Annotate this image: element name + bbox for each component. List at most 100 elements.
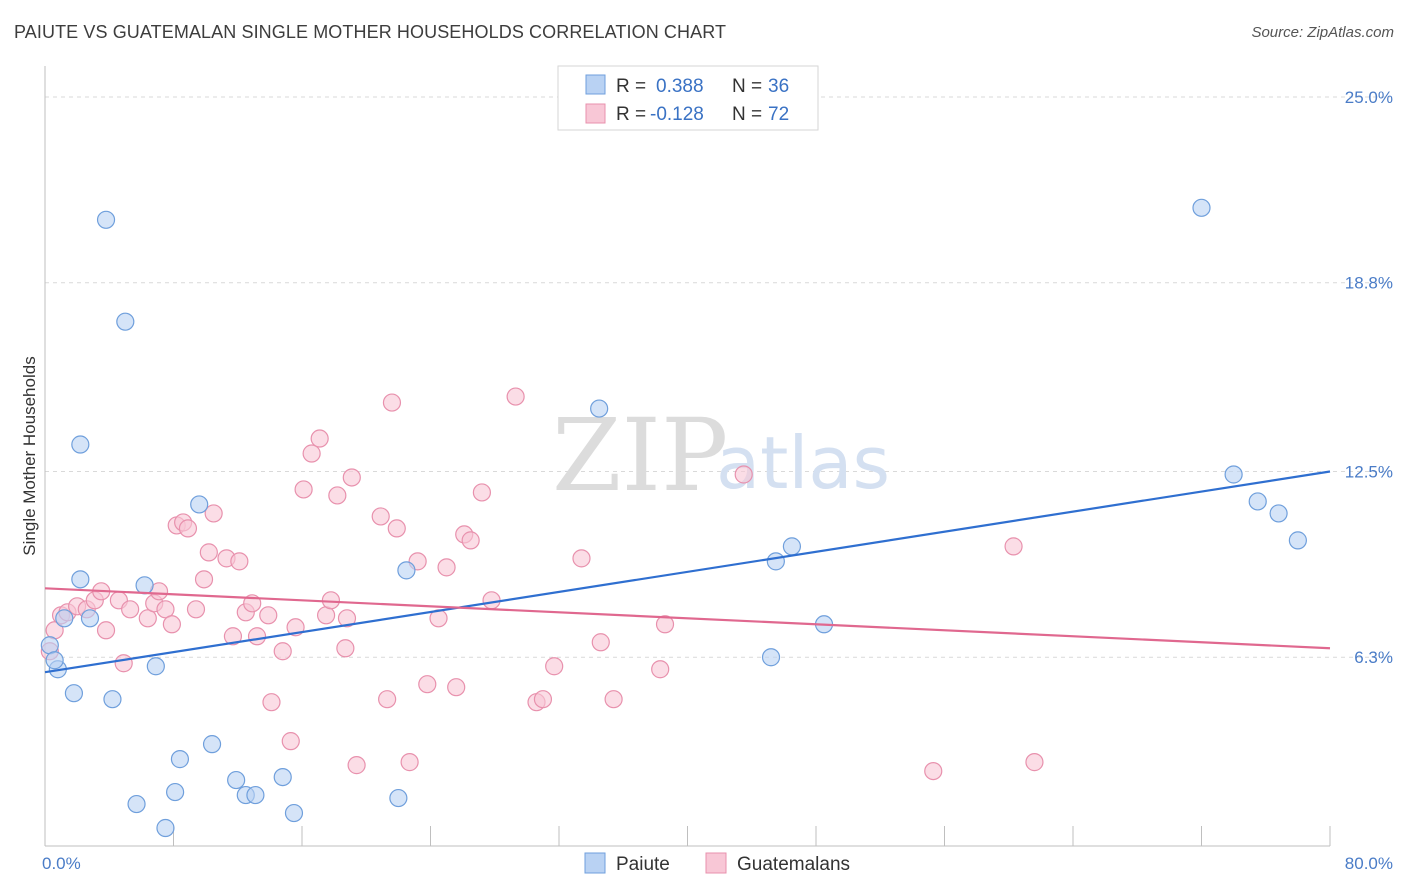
guatemalans-point xyxy=(178,519,198,538)
paiute-point xyxy=(1224,465,1243,484)
guatemalans-point xyxy=(273,642,292,661)
paiute-point xyxy=(116,312,135,331)
paiute-point xyxy=(389,788,408,808)
legend-swatch-guatemalans xyxy=(585,103,606,124)
paiute-point xyxy=(80,609,100,628)
guatemalans-point xyxy=(121,600,140,619)
watermark: ZIP atlas xyxy=(552,397,890,514)
paiute-point xyxy=(397,561,416,580)
y-tick-labels: 6.3% 12.5% 18.8% 25.0% xyxy=(1345,88,1393,667)
x-tick-label: 0.0% xyxy=(42,854,81,873)
legend-n-value: 36 xyxy=(768,76,789,97)
y-axis-title: Single Mother Households xyxy=(20,356,39,555)
guatemalans-point xyxy=(316,606,336,625)
guatemalans-point xyxy=(572,549,591,568)
paiute-point xyxy=(71,435,90,454)
paiute-point xyxy=(127,794,146,814)
chart-title: PAIUTE VS GUATEMALAN SINGLE MOTHER HOUSE… xyxy=(14,22,727,42)
watermark-atlas: atlas xyxy=(716,421,890,505)
guatemalans-point xyxy=(734,465,753,484)
guatemalans-point xyxy=(472,483,491,502)
guatemalans-point xyxy=(156,600,175,619)
paiute-point xyxy=(782,537,802,556)
legend-n-label: N = xyxy=(732,76,762,97)
guatemalans-point xyxy=(655,615,675,634)
guatemalans-point xyxy=(447,678,466,697)
legend-n-value: 72 xyxy=(768,104,789,125)
watermark-zip: ZIP xyxy=(552,397,728,514)
paiute-point xyxy=(766,552,785,571)
guatemalans-point xyxy=(387,519,406,538)
y-tick-label: 12.5% xyxy=(1345,462,1393,481)
legend-label-paiute: Paiute xyxy=(616,854,670,875)
paiute-point xyxy=(284,803,304,823)
guatemalans-point xyxy=(604,690,623,709)
y-tick-label: 6.3% xyxy=(1354,648,1393,667)
paiute-point xyxy=(227,770,246,790)
guatemalans-point xyxy=(461,531,480,550)
guatemalans-point xyxy=(591,633,610,652)
guatemalans-point xyxy=(371,507,390,526)
guatemalans-point xyxy=(328,486,347,505)
paiute-point xyxy=(103,690,122,709)
x-tick-label: 80.0% xyxy=(1345,854,1393,873)
paiute-point xyxy=(135,576,154,595)
guatemalans-point xyxy=(1004,537,1023,556)
guatemalans-point xyxy=(138,609,157,628)
guatemalans-point xyxy=(302,444,321,463)
guatemalans-point xyxy=(199,543,218,562)
legend-label-guatemalans: Guatemalans xyxy=(737,854,850,875)
paiute-point xyxy=(246,785,265,805)
guatemalans-point xyxy=(336,639,355,658)
paiute-point xyxy=(96,210,116,229)
guatemalans-point xyxy=(162,615,181,634)
legend-swatch-paiute xyxy=(584,852,606,874)
guatemalans-point xyxy=(186,600,206,619)
guatemalans-point xyxy=(342,468,361,487)
legend-r-label: R = xyxy=(616,76,646,97)
guatemalans-point xyxy=(262,693,281,712)
paiute-point xyxy=(1269,504,1288,523)
guatemalans-point xyxy=(223,627,243,646)
paiute-point xyxy=(273,767,292,787)
guatemalans-point xyxy=(1025,753,1044,772)
paiute-point xyxy=(590,399,609,418)
guatemalans-point xyxy=(533,690,553,709)
paiute-point xyxy=(202,735,222,754)
x-tick-labels: 0.0% 80.0% xyxy=(42,854,1393,873)
guatemalans-point xyxy=(281,732,300,751)
guatemalans-point xyxy=(247,627,267,646)
paiute-point xyxy=(1288,531,1307,550)
guatemalans-point xyxy=(204,504,223,523)
paiute-point xyxy=(156,818,175,838)
paiute-point xyxy=(71,570,90,589)
series-legend: Paiute Guatemalans xyxy=(584,852,850,875)
guatemalans-point xyxy=(294,480,313,499)
legend-r-value: -0.128 xyxy=(650,104,704,125)
guatemalans-point xyxy=(545,657,564,676)
guatemalans-point xyxy=(114,654,133,673)
guatemalans-point xyxy=(347,756,366,775)
guatemalans-point xyxy=(378,690,397,709)
guatemalans-point xyxy=(437,558,456,577)
grid-lines xyxy=(45,96,1390,658)
legend-r-label: R = xyxy=(616,104,646,125)
axes xyxy=(44,66,1331,847)
stats-legend: R = 0.388 N = 36 R = -0.128 N = 72 xyxy=(557,65,819,131)
paiute-point xyxy=(1192,198,1211,217)
paiute-trend-line xyxy=(44,470,1331,674)
paiute-points xyxy=(40,198,1307,838)
legend-swatch-guatemalans xyxy=(705,852,727,874)
paiute-point xyxy=(64,684,84,703)
paiute-point xyxy=(45,651,64,670)
paiute-point xyxy=(146,657,165,676)
trend-lines xyxy=(44,470,1331,674)
guatemalans-point xyxy=(230,552,249,571)
guatemalans-point xyxy=(924,761,943,781)
guatemalans-point xyxy=(400,753,419,772)
guatemalans-point xyxy=(651,660,670,679)
paiute-point xyxy=(40,636,59,655)
paiute-point xyxy=(1248,492,1267,511)
guatemalans-point xyxy=(194,570,214,589)
